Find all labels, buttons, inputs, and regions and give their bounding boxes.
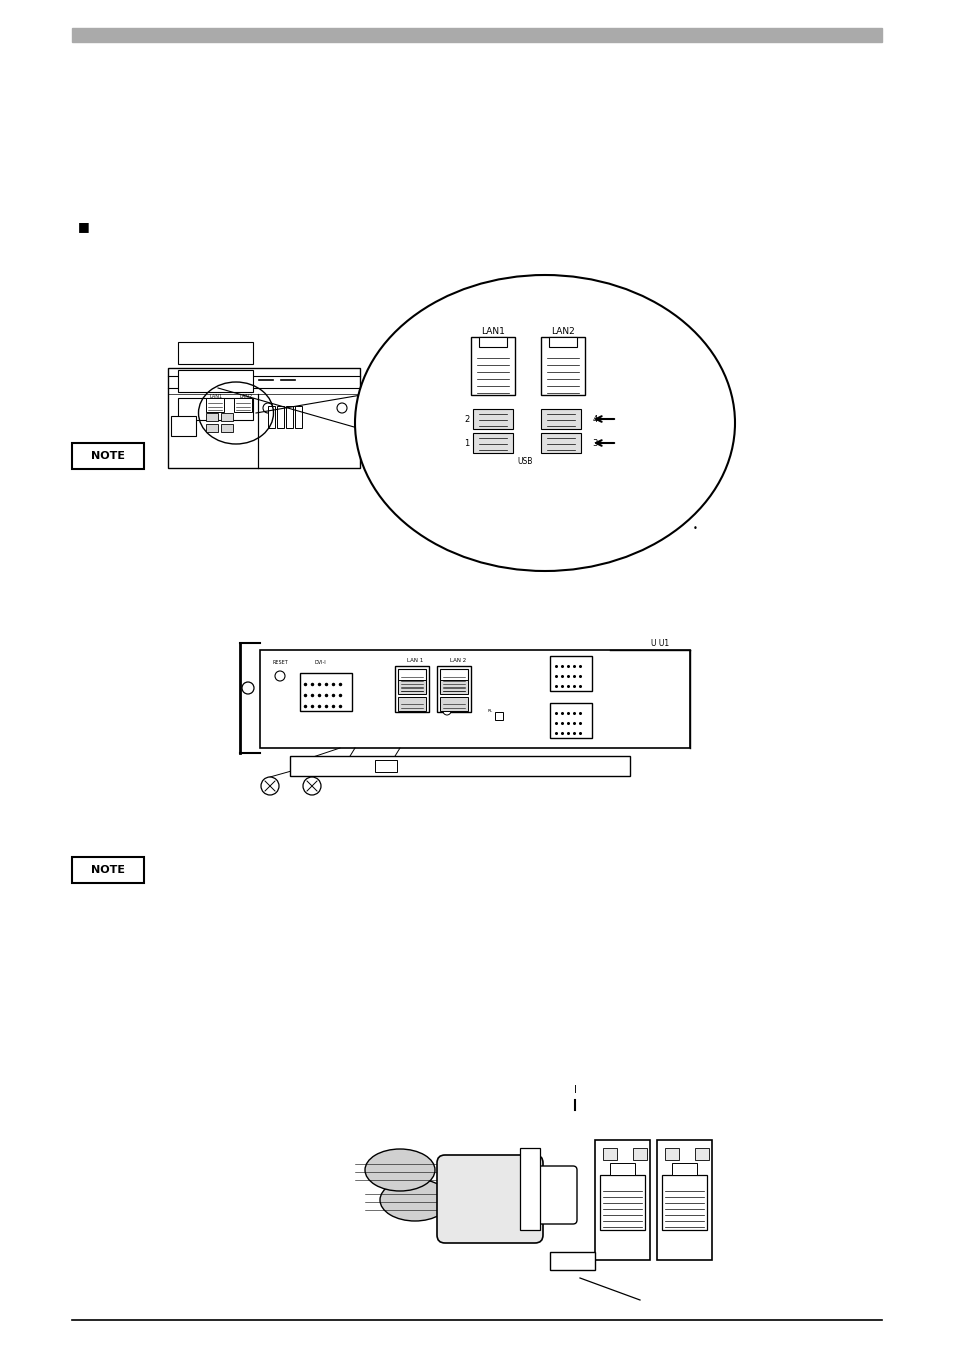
- Bar: [519, 1148, 539, 1229]
- Text: 2: 2: [464, 414, 469, 423]
- Circle shape: [242, 682, 253, 694]
- Bar: [664, 1148, 679, 1161]
- Bar: [71, 443, 144, 469]
- Text: U U1: U U1: [650, 639, 668, 647]
- Bar: [439, 669, 468, 693]
- Bar: [657, 1140, 711, 1260]
- Bar: [276, 406, 284, 429]
- Text: LAN2: LAN2: [239, 394, 253, 399]
- Circle shape: [303, 776, 320, 795]
- Bar: [221, 412, 233, 421]
- Circle shape: [442, 706, 451, 714]
- Bar: [206, 425, 218, 431]
- Text: LAN2: LAN2: [551, 326, 575, 336]
- Bar: [71, 857, 144, 883]
- Bar: [471, 337, 515, 395]
- Bar: [178, 342, 253, 364]
- Text: 3: 3: [592, 438, 598, 448]
- Circle shape: [274, 671, 285, 681]
- Ellipse shape: [365, 1148, 435, 1192]
- Bar: [206, 412, 218, 421]
- Bar: [473, 433, 513, 453]
- Bar: [540, 337, 584, 395]
- Bar: [439, 697, 468, 710]
- Bar: [299, 673, 352, 710]
- Text: •: •: [692, 524, 697, 532]
- Bar: [260, 650, 689, 748]
- Bar: [178, 369, 253, 392]
- Bar: [550, 1252, 595, 1270]
- Bar: [178, 398, 253, 421]
- Bar: [397, 697, 426, 710]
- Text: LAN1: LAN1: [210, 394, 222, 399]
- Bar: [550, 704, 592, 737]
- FancyBboxPatch shape: [534, 1166, 577, 1224]
- Bar: [397, 669, 426, 693]
- Bar: [439, 679, 468, 694]
- Text: DVI-I: DVI-I: [314, 661, 326, 666]
- Bar: [540, 408, 580, 429]
- Text: 4: 4: [592, 414, 597, 423]
- Bar: [495, 712, 502, 720]
- Circle shape: [263, 403, 273, 412]
- Text: LAN1: LAN1: [480, 326, 504, 336]
- Circle shape: [261, 776, 278, 795]
- Bar: [436, 666, 471, 712]
- Text: LAN 2: LAN 2: [450, 658, 466, 662]
- Text: RESET: RESET: [272, 661, 288, 666]
- Bar: [671, 1163, 697, 1175]
- Text: NOTE: NOTE: [91, 452, 125, 461]
- Bar: [221, 425, 233, 431]
- Bar: [602, 1148, 617, 1161]
- Bar: [473, 408, 513, 429]
- Text: RL: RL: [487, 709, 492, 713]
- Ellipse shape: [355, 275, 734, 572]
- Text: ■: ■: [78, 220, 90, 233]
- Bar: [71, 28, 882, 42]
- Bar: [661, 1175, 706, 1229]
- Bar: [599, 1175, 644, 1229]
- Bar: [395, 666, 429, 712]
- Bar: [397, 679, 426, 694]
- Bar: [375, 760, 396, 772]
- Bar: [550, 656, 592, 692]
- Ellipse shape: [379, 1180, 450, 1221]
- Text: USB: USB: [517, 457, 532, 465]
- Bar: [478, 337, 506, 346]
- Bar: [548, 337, 577, 346]
- Bar: [595, 1140, 649, 1260]
- Circle shape: [336, 403, 347, 412]
- Bar: [171, 417, 195, 435]
- Bar: [286, 406, 293, 429]
- Bar: [695, 1148, 708, 1161]
- Bar: [206, 398, 224, 412]
- Bar: [294, 406, 302, 429]
- Bar: [233, 398, 252, 412]
- Text: LAN 1: LAN 1: [406, 658, 423, 662]
- Text: I: I: [573, 1085, 576, 1095]
- Bar: [268, 406, 274, 429]
- Text: NOTE: NOTE: [91, 865, 125, 875]
- Bar: [633, 1148, 646, 1161]
- FancyBboxPatch shape: [436, 1155, 542, 1243]
- Bar: [168, 368, 359, 468]
- Text: 1: 1: [464, 438, 469, 448]
- Bar: [540, 433, 580, 453]
- Bar: [609, 1163, 635, 1175]
- Bar: [290, 756, 629, 776]
